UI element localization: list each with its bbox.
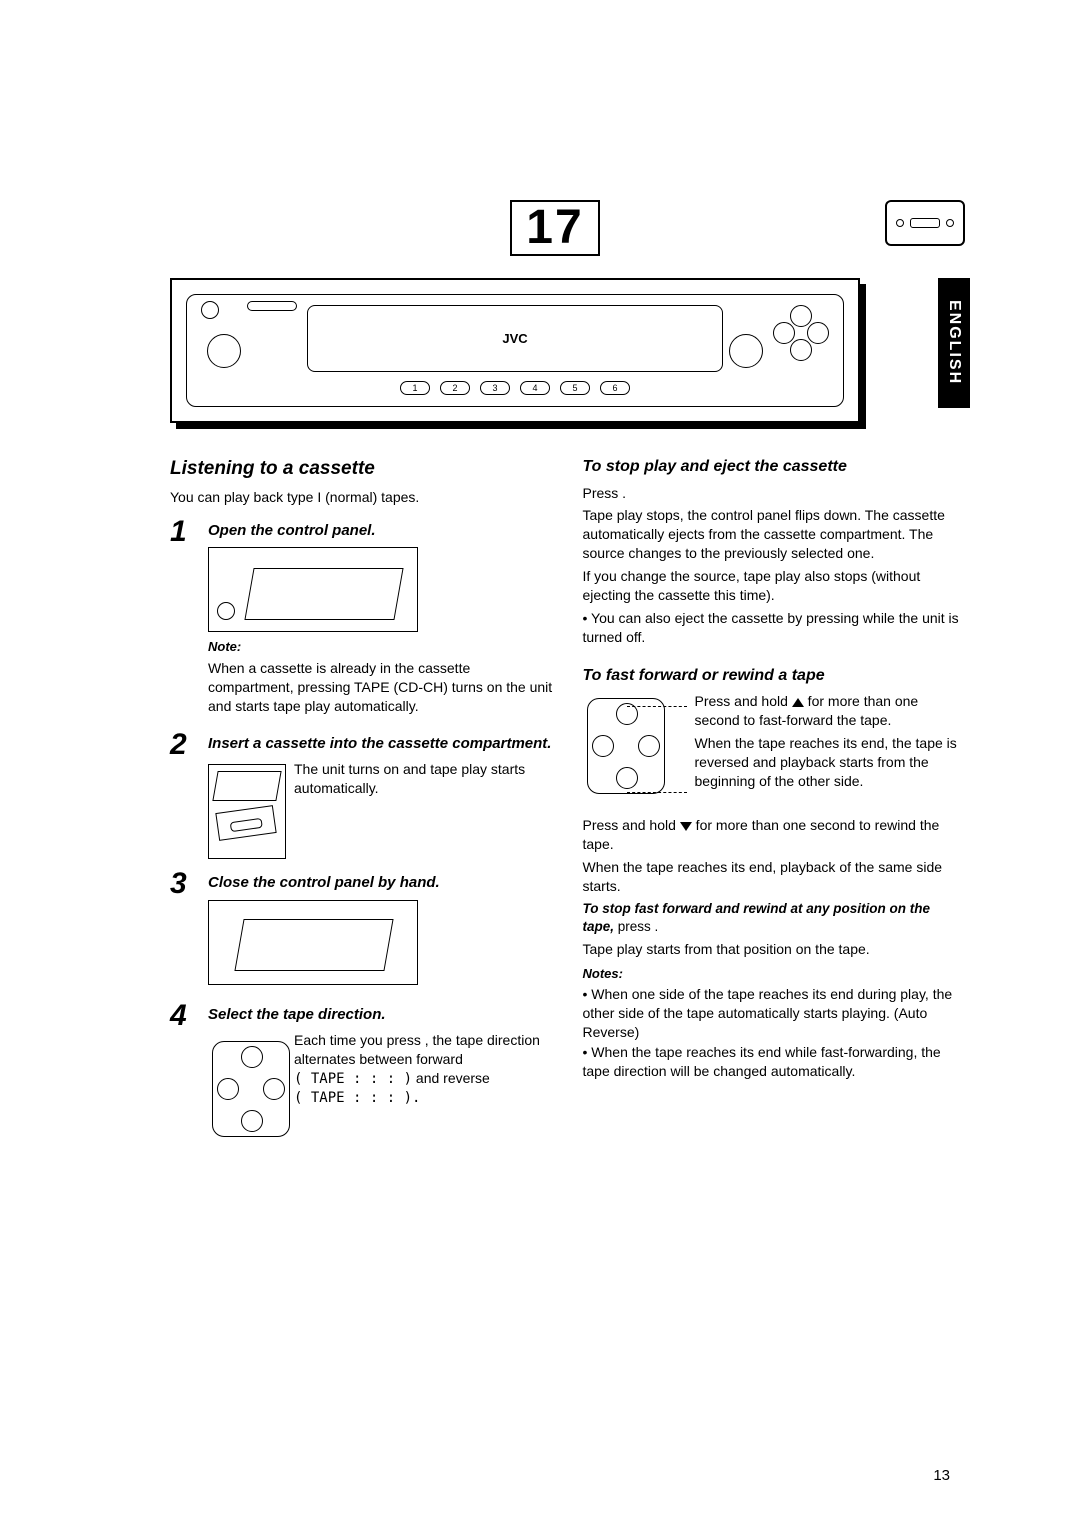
content-columns: Listening to a cassette You can play bac… bbox=[170, 448, 965, 1458]
stop-eject-heading: To stop play and eject the cassette bbox=[583, 456, 966, 478]
preset-3: 3 bbox=[480, 381, 510, 395]
stereo-hero-frame: JVC 1 2 3 4 5 6 bbox=[170, 278, 860, 423]
right-column: To stop play and eject the cassette Pres… bbox=[583, 448, 966, 1458]
step-4: 4 Select the tape direction. Each time y… bbox=[170, 1001, 553, 1130]
ff-rw-block: Press and hold for more than one second … bbox=[583, 692, 966, 812]
left-column: Listening to a cassette You can play bac… bbox=[170, 448, 553, 1458]
step-2: 2 Insert a cassette into the cassette co… bbox=[170, 730, 553, 859]
note-item: When one side of the tape reaches its en… bbox=[583, 985, 966, 1042]
step-2-heading: Insert a cassette into the cassette comp… bbox=[208, 734, 553, 754]
page-number: 13 bbox=[933, 1467, 950, 1484]
ff-rw-heading: To fast forward or rewind a tape bbox=[583, 665, 966, 687]
eject-bullet: You can also eject the cassette by press… bbox=[583, 609, 966, 647]
step-1-note: When a cassette is already in the casset… bbox=[208, 659, 553, 716]
step-number: 2 bbox=[170, 730, 196, 859]
stop-eject-body-2: If you change the source, tape play also… bbox=[583, 567, 966, 605]
cassette-icon bbox=[885, 200, 965, 246]
preset-5: 5 bbox=[560, 381, 590, 395]
section-heading: Listening to a cassette bbox=[170, 456, 553, 482]
preset-6: 6 bbox=[600, 381, 630, 395]
stop-ffrw-heading: To stop fast forward and rewind at any p… bbox=[583, 900, 966, 936]
note-item: When the tape reaches its end while fast… bbox=[583, 1043, 966, 1081]
stereo-brand-label: JVC bbox=[307, 305, 723, 372]
down-arrow-icon bbox=[680, 822, 692, 831]
step-number: 1 bbox=[170, 517, 196, 720]
page-title-box: 17 bbox=[510, 200, 599, 256]
preset-button-row: 1 2 3 4 5 6 bbox=[307, 378, 723, 398]
preset-4: 4 bbox=[520, 381, 550, 395]
title-bar: 17 bbox=[140, 200, 970, 256]
open-panel-illustration bbox=[208, 547, 418, 632]
step-number: 3 bbox=[170, 869, 196, 990]
preset-1: 1 bbox=[400, 381, 430, 395]
step-3: 3 Close the control panel by hand. bbox=[170, 869, 553, 990]
up-arrow-icon bbox=[792, 698, 804, 707]
step-number: 4 bbox=[170, 1001, 196, 1130]
stop-ffrw-body: Tape play starts from that position on t… bbox=[583, 940, 966, 959]
stop-eject-press: Press . bbox=[583, 484, 966, 503]
language-tab: ENGLISH bbox=[938, 278, 970, 408]
step-3-heading: Close the control panel by hand. bbox=[208, 873, 553, 893]
insert-cassette-illustration bbox=[208, 764, 286, 859]
direction-pad-illustration bbox=[208, 1035, 286, 1130]
note-label: Note: bbox=[208, 638, 553, 656]
rw-wrap-note: When the tape reaches its end, playback … bbox=[583, 858, 966, 896]
stop-eject-body: Tape play stops, the control panel flips… bbox=[583, 506, 966, 563]
stereo-illustration: JVC 1 2 3 4 5 6 bbox=[186, 294, 844, 407]
rw-line: Press and hold for more than one second … bbox=[583, 816, 966, 854]
notes-label: Notes: bbox=[583, 965, 966, 983]
step-1-heading: Open the control panel. bbox=[208, 521, 553, 541]
step-1: 1 Open the control panel. Note: When a c… bbox=[170, 517, 553, 720]
notes-list: When one side of the tape reaches its en… bbox=[583, 985, 966, 1081]
preset-2: 2 bbox=[440, 381, 470, 395]
ff-rw-pad-illustration bbox=[583, 692, 683, 812]
intro-text: You can play back type I (normal) tapes. bbox=[170, 488, 553, 507]
close-panel-illustration bbox=[208, 900, 418, 985]
manual-page: 17 ENGLISH JVC 1 2 3 4 5 6 Listenin bbox=[0, 0, 1080, 1528]
step-4-heading: Select the tape direction. bbox=[208, 1005, 553, 1025]
